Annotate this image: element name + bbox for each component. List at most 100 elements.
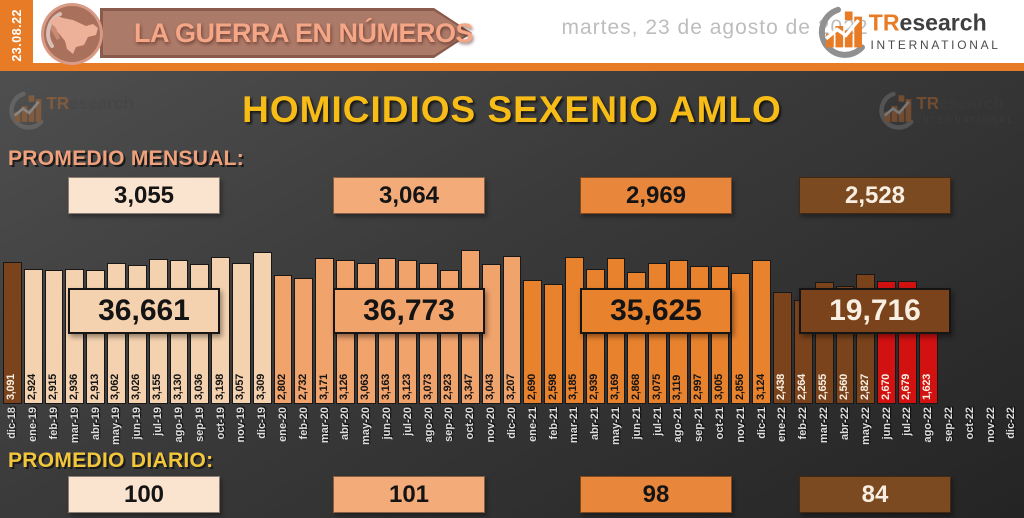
bar-value-label: 3,155 [151, 373, 164, 400]
x-label-slot: dic-22 [1001, 406, 1022, 454]
bar-dic-19: 3,309 [252, 252, 272, 404]
svg-text:TResearch: TResearch [869, 9, 987, 35]
x-label-slot: sep-22 [939, 406, 960, 454]
x-label-slot: jun-21 [626, 406, 647, 454]
x-label-feb-19: feb-19 [48, 407, 61, 440]
bar-value-label: 2,560 [837, 373, 850, 400]
daily-average-label: PROMEDIO DIARIO: [8, 449, 214, 472]
bar-value-label: 3,171 [317, 373, 330, 400]
bar-slot: 3,171 [314, 244, 335, 404]
bar-value-label: 1,623 [921, 373, 934, 400]
x-label-ago-22: ago-22 [922, 407, 935, 443]
svg-text:TResearch: TResearch [916, 94, 1003, 113]
x-label-slot: ago-19 [169, 406, 190, 454]
bar-value-label: 3,091 [5, 373, 18, 400]
x-label-abr-21: abr-21 [589, 407, 602, 441]
x-label-slot: jul-20 [397, 406, 418, 454]
bar-mar-20: 3,171 [315, 258, 334, 404]
x-label-slot: may-21 [606, 406, 627, 454]
x-label-sep-20: sep-20 [443, 407, 456, 442]
bar-value-label: 2,690 [525, 373, 538, 400]
x-label-slot: nov-20 [481, 406, 502, 454]
x-label-nov-22: nov-22 [984, 407, 997, 443]
x-label-ene-19: ene-19 [27, 407, 40, 442]
x-label-mar-22: mar-22 [818, 407, 831, 444]
bar-ene-20: 2,802 [273, 275, 293, 404]
bar-value-label: 3,063 [359, 373, 372, 400]
x-label-slot: oct-22 [959, 406, 980, 454]
bar-dic-18: 3,091 [3, 262, 22, 404]
x-label-slot: ago-20 [418, 406, 439, 454]
x-label-nov-21: nov-21 [734, 407, 747, 443]
x-label-slot: jul-19 [148, 406, 169, 454]
bar-value-label: 2,264 [796, 373, 809, 400]
date-badge: 23.08.22 [0, 0, 33, 71]
bar-nov-21: 2,856 [731, 273, 751, 404]
x-label-dic-18: dic-18 [6, 407, 19, 439]
x-label-jul-19: jul-19 [152, 407, 165, 436]
bar-feb-20: 2,732 [294, 278, 314, 404]
svg-text:TResearch: TResearch [46, 94, 133, 113]
x-label-jun-22: jun-22 [880, 407, 893, 440]
bar-slot: 3,057 [231, 244, 252, 404]
bar-value-label: 2,939 [588, 373, 601, 400]
x-label-slot: oct-19 [210, 406, 231, 454]
bar-slot: 2,924 [23, 244, 44, 404]
x-label-dic-20: dic-20 [505, 407, 518, 439]
banner-arrow-inner [103, 11, 469, 55]
x-label-slot: may-20 [356, 406, 377, 454]
x-label-ago-20: ago-20 [422, 407, 435, 443]
x-label-oct-20: oct-20 [464, 407, 477, 440]
x-label-dic-21: dic-21 [755, 407, 768, 439]
bar-slot: 3,309 [252, 244, 273, 404]
x-label-sep-21: sep-21 [693, 407, 706, 442]
daily-average-box: 101 [333, 476, 485, 513]
x-label-may-19: may-19 [110, 407, 123, 445]
x-label-oct-22: oct-22 [963, 407, 976, 440]
x-label-oct-21: oct-21 [714, 407, 727, 440]
x-label-slot: ago-22 [918, 406, 939, 454]
x-label-may-22: may-22 [859, 407, 872, 445]
bar-value-label: 3,026 [130, 373, 143, 400]
x-label-sep-19: sep-19 [193, 407, 206, 442]
bar-slot: 2,915 [44, 244, 65, 404]
x-label-slot: abr-20 [335, 406, 356, 454]
bar-value-label: 2,655 [817, 373, 830, 400]
bar-slot: 2,802 [273, 244, 294, 404]
x-label-slot: ene-19 [23, 406, 44, 454]
bar-value-label: 3,169 [608, 373, 621, 400]
daily-average-box: 84 [799, 476, 951, 513]
bar-value-label: 3,062 [109, 373, 122, 400]
x-label-dic-22: dic-22 [1005, 407, 1018, 439]
bar-value-label: 3,163 [380, 373, 393, 400]
bar-value-label: 2,923 [442, 373, 455, 400]
x-label-slot: feb-22 [793, 406, 814, 454]
x-axis-labels: dic-18 ene-19 feb-19 mar-19 abr-19 may-19 jun-… [2, 406, 1022, 454]
page-title: HOMICIDIOS SEXENIO AMLO [242, 89, 782, 130]
x-label-slot: jun-19 [127, 406, 148, 454]
daily-average-box: 98 [580, 476, 732, 513]
monthly-average-box: 3,055 [68, 177, 220, 214]
bar-dic-20: 3,207 [502, 256, 522, 404]
bar-value-label: 2,670 [879, 373, 892, 400]
bar-value-label: 3,347 [463, 373, 476, 400]
x-label-slot: jun-22 [876, 406, 897, 454]
x-label-slot: nov-22 [980, 406, 1001, 454]
bar-ene-22: 2,438 [773, 292, 792, 404]
bar-value-label: 3,126 [338, 373, 351, 400]
bar-feb-21: 2,598 [544, 284, 563, 404]
x-label-ago-19: ago-19 [172, 407, 185, 443]
year-total-box: 19,716 [799, 288, 951, 334]
x-label-ene-21: ene-21 [526, 407, 539, 442]
bar-slot: 2,598 [543, 244, 564, 404]
x-label-slot: feb-21 [543, 406, 564, 454]
bar-value-label: 2,856 [733, 373, 746, 400]
bar-slot [1001, 244, 1022, 404]
x-label-slot: sep-19 [189, 406, 210, 454]
bar-value-label: 3,124 [754, 373, 767, 400]
bar-value-label: 3,185 [567, 373, 580, 400]
bar-dic-21: 3,124 [752, 260, 772, 404]
bar-slot: 3,207 [502, 244, 523, 404]
orange-divider [0, 63, 1024, 71]
